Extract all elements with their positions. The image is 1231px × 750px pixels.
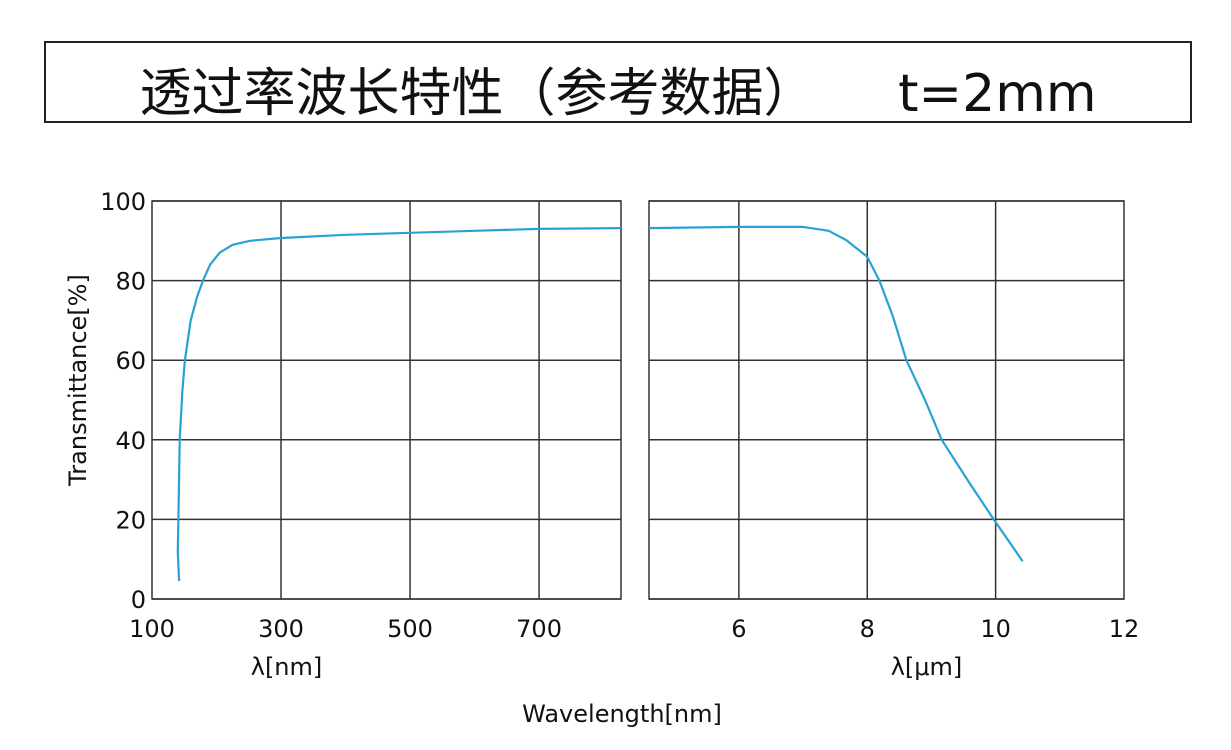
x-tick-label: 700 xyxy=(516,615,562,643)
y-tick-label: 0 xyxy=(131,586,146,614)
y-tick-label: 60 xyxy=(115,347,146,375)
y-axis-label: Transmittance[%] xyxy=(64,274,92,487)
y-tick-label: 20 xyxy=(115,506,146,534)
x-tick-label: 12 xyxy=(1109,615,1140,643)
x-tick-label: 6 xyxy=(731,615,746,643)
title-box: 透过率波长特性（参考数据） t=2mm xyxy=(44,41,1192,124)
x-tick-label: 10 xyxy=(980,615,1011,643)
wavelength-label: Wavelength[nm] xyxy=(522,700,722,728)
plot-frame xyxy=(151,200,622,600)
x-tick-label: 300 xyxy=(258,615,304,643)
transmittance-curve xyxy=(648,225,1024,562)
x-tick-label: 100 xyxy=(129,615,175,643)
y-tick-label: 100 xyxy=(100,188,146,216)
x-axis-label: λ[nm] xyxy=(251,653,323,681)
x-axis-label: λ[μm] xyxy=(891,653,963,681)
x-tick-label: 8 xyxy=(860,615,875,643)
transmittance-curve xyxy=(176,227,622,582)
y-tick-label: 80 xyxy=(115,268,146,296)
y-tick-label: 40 xyxy=(115,427,146,455)
x-tick-label: 500 xyxy=(387,615,433,643)
chart-title: 透过率波长特性（参考数据） t=2mm xyxy=(139,64,1097,124)
plot-frame xyxy=(648,200,1125,600)
